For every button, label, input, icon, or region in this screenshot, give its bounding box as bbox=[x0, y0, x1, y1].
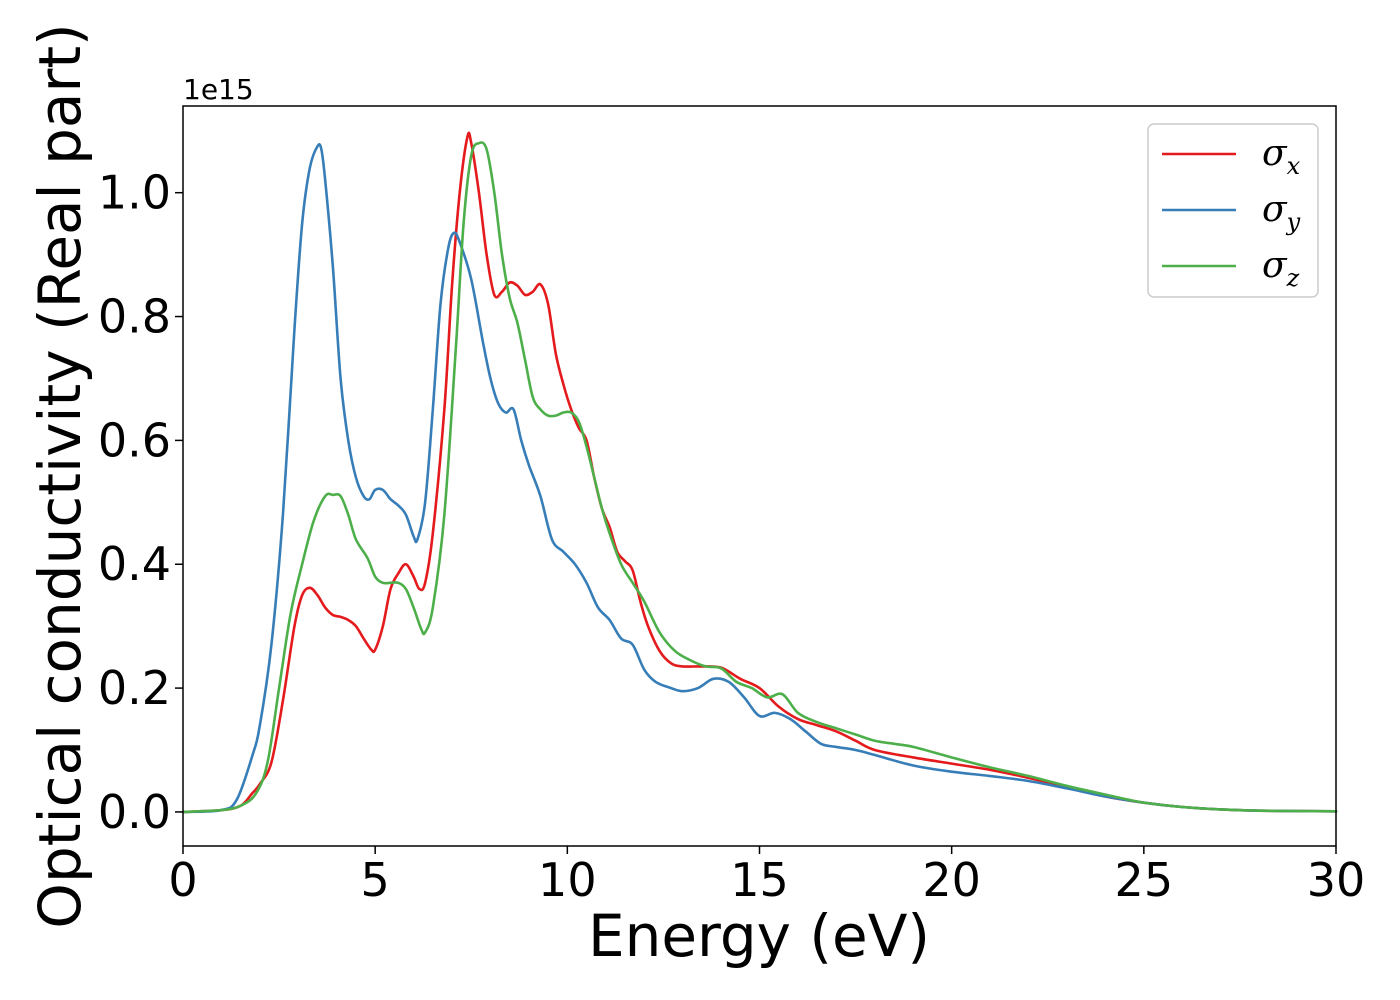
legend-items: σx σy σz bbox=[1162, 133, 1301, 292]
x-tick-label: 30 bbox=[1307, 853, 1366, 907]
y-tick-label: 0.2 bbox=[98, 661, 171, 715]
legend-label-y: σy bbox=[1262, 189, 1301, 236]
series-layer bbox=[181, 131, 1338, 814]
x-tick-label: 15 bbox=[730, 853, 789, 907]
series-line-z bbox=[181, 141, 1338, 814]
legend-label-z: σz bbox=[1262, 245, 1300, 292]
y-axis-title: Optical conductivity (Real part) bbox=[26, 23, 94, 928]
y-tick-label: 1.0 bbox=[98, 166, 171, 220]
y-tick-label: 0.6 bbox=[98, 413, 171, 467]
legend-label-x: σx bbox=[1262, 133, 1301, 180]
y-axis-ticks: 0.0 0.2 0.4 0.6 0.8 1.0 bbox=[98, 166, 183, 839]
x-tick-label: 5 bbox=[361, 853, 390, 907]
series-line-x bbox=[181, 131, 1338, 814]
y-tick-label: 0.0 bbox=[98, 785, 171, 839]
legend: σx σy σz bbox=[1147, 123, 1319, 298]
y-offset-label: 1e15 bbox=[183, 73, 254, 106]
series-line-y bbox=[181, 143, 1338, 814]
x-tick-label: 20 bbox=[922, 853, 981, 907]
x-axis-ticks: 0 5 10 15 20 25 30 bbox=[168, 846, 1365, 907]
y-tick-label: 0.4 bbox=[98, 537, 171, 591]
x-axis-title: Energy (eV) bbox=[588, 902, 930, 970]
y-tick-label: 0.8 bbox=[98, 290, 171, 344]
x-tick-label: 25 bbox=[1115, 853, 1174, 907]
x-tick-label: 0 bbox=[168, 853, 197, 907]
x-tick-label: 10 bbox=[538, 853, 597, 907]
